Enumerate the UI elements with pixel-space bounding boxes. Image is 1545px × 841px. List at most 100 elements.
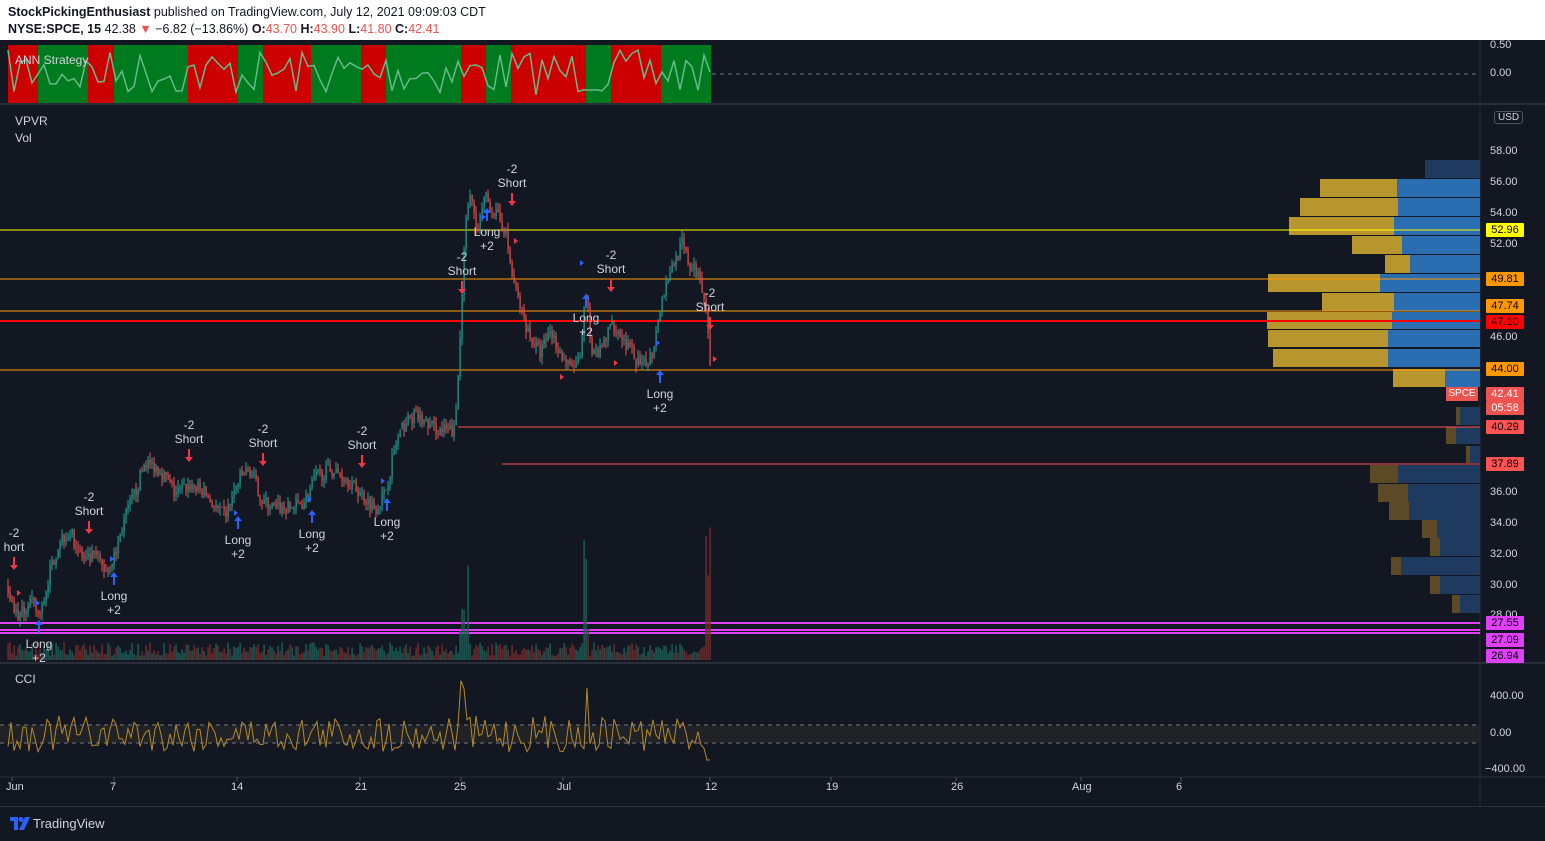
volume-bar — [441, 644, 443, 660]
entry-marker-icon — [308, 496, 312, 502]
entry-marker-icon — [234, 510, 238, 516]
candle-body — [623, 338, 625, 341]
vp-up-bar — [1370, 465, 1398, 483]
volume-bar — [521, 650, 523, 660]
volume-bar — [167, 653, 169, 660]
candle-body — [595, 348, 597, 351]
short-arrow-icon — [10, 557, 18, 570]
volume-bar — [97, 652, 99, 660]
candle-body — [643, 358, 645, 362]
candle-body — [455, 409, 457, 426]
currency-button[interactable]: USD — [1494, 111, 1524, 124]
cci-line — [7, 680, 710, 761]
candle-body — [635, 358, 637, 366]
candle-body — [663, 295, 665, 298]
time-axis-label: 26 — [951, 781, 964, 793]
vp-down-bar — [1460, 595, 1480, 613]
volume-bar — [59, 650, 61, 660]
strategy-title[interactable]: ANN Strategy — [15, 53, 89, 67]
volume-bar — [357, 653, 359, 660]
candle-body — [355, 480, 357, 491]
candle-body — [441, 428, 443, 432]
candle-body — [107, 567, 109, 572]
candle-body — [145, 465, 147, 468]
volume-bar — [423, 647, 425, 660]
volume-bar — [559, 648, 561, 660]
long-arrow-icon — [35, 620, 43, 633]
volume-bar — [117, 645, 119, 660]
volume-bar — [595, 650, 597, 660]
vol-title[interactable]: Vol — [15, 131, 32, 145]
candle-body — [73, 528, 75, 547]
candle-body — [511, 261, 513, 276]
vpvr-title[interactable]: VPVR — [15, 114, 48, 128]
volume-bar — [451, 650, 453, 660]
candle-body — [645, 358, 647, 366]
candle-body — [521, 307, 523, 309]
vp-up-bar — [1389, 502, 1409, 520]
candle-body — [393, 450, 395, 455]
volume-bar — [395, 647, 397, 660]
long-arrow-icon — [483, 208, 491, 221]
volume-bar — [115, 648, 117, 660]
cci-title[interactable]: CCI — [15, 672, 36, 686]
entry-marker-icon — [656, 340, 660, 346]
volume-bar — [413, 655, 415, 660]
volume-bar — [623, 647, 625, 660]
signal-line-2: hort — [3, 540, 25, 554]
author-name[interactable]: StockPickingEnthusiast — [8, 5, 151, 19]
volume-bar — [373, 648, 375, 660]
candle-body — [523, 308, 525, 318]
volume-bar — [93, 644, 95, 660]
candle-body — [449, 425, 451, 429]
volume-bar — [557, 653, 559, 660]
candle-body — [505, 230, 507, 234]
candle-body — [59, 542, 61, 550]
signal-line-2: +2 — [231, 547, 245, 561]
candle-body — [527, 328, 529, 332]
signal-line-2: Short — [347, 438, 377, 452]
signal-line-2: Short — [695, 300, 725, 314]
candle-body — [171, 481, 173, 484]
candle-body — [541, 344, 543, 357]
volume-bar — [571, 643, 573, 660]
candle-body — [219, 506, 221, 509]
price-tag: 27.55 — [1486, 616, 1524, 630]
candle-body — [65, 539, 67, 543]
volume-bar — [333, 650, 335, 660]
volume-bar — [585, 558, 587, 660]
candle-body — [641, 361, 643, 365]
candle-body — [295, 499, 297, 508]
volume-bar — [183, 652, 185, 660]
time-axis-label: 19 — [826, 781, 839, 793]
vp-down-bar — [1445, 369, 1480, 387]
candle-body — [231, 496, 233, 506]
volume-bar — [651, 649, 653, 660]
short-signal-label: -2 hort — [0, 526, 39, 554]
volume-bar — [653, 652, 655, 660]
volume-bar — [35, 642, 37, 660]
candle-body — [77, 547, 79, 550]
candle-body — [343, 480, 345, 482]
volume-bar — [223, 648, 225, 660]
candle-body — [119, 534, 121, 543]
vp-down-bar — [1410, 255, 1480, 273]
volume-bar — [29, 651, 31, 660]
tradingview-logo[interactable]: TradingView — [10, 816, 105, 831]
volume-bar — [295, 646, 297, 660]
volume-bar — [87, 654, 89, 660]
candle-body — [617, 331, 619, 334]
volume-bar — [465, 630, 467, 660]
vp-down-bar — [1388, 330, 1480, 347]
candle-body — [563, 359, 565, 361]
symbol-label[interactable]: NYSE:SPCE, 15 — [8, 22, 102, 36]
vp-up-bar — [1352, 236, 1402, 254]
candle-body — [377, 508, 379, 514]
volume-bar — [47, 643, 49, 660]
candle-body — [255, 474, 257, 479]
volume-bar — [231, 655, 233, 660]
volume-bar — [15, 655, 17, 660]
candle-body — [13, 600, 15, 614]
volume-bar — [377, 648, 379, 660]
